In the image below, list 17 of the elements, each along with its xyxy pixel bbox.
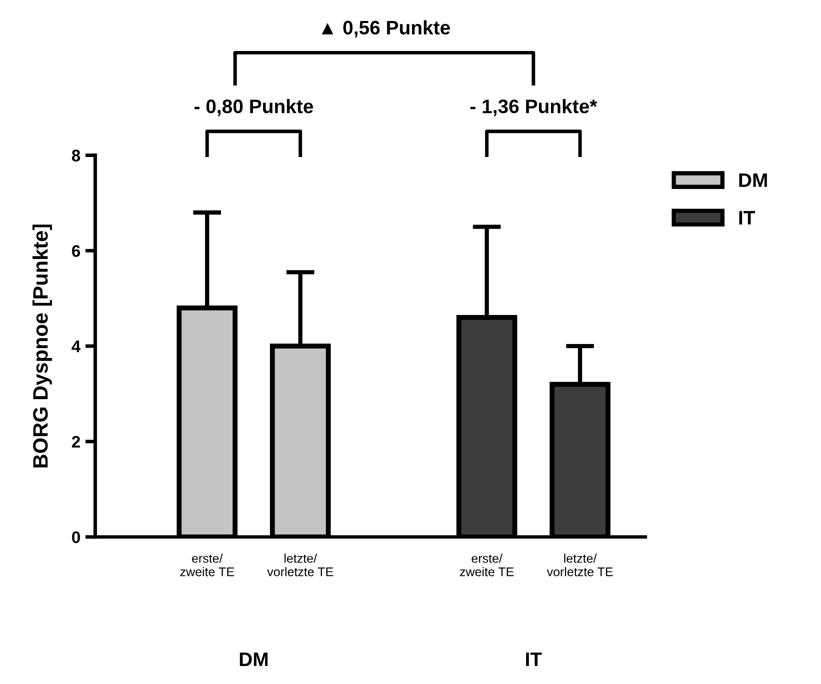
text: - 0,80 Punkte	[194, 98, 314, 116]
text: ▲ 0,56 Punkte	[322, 20, 450, 38]
text: IT	[526, 652, 542, 666]
legend-label: IT	[739, 211, 756, 224]
x-tick-label: letzte/ vorletzte TE	[267, 554, 334, 576]
y-axis-title: BORG Dyspnoe [Punkte]	[32, 224, 52, 468]
text: DM	[240, 652, 268, 666]
y-tick-label: 2	[72, 436, 80, 448]
text: - 1,36 Punkte*	[470, 98, 598, 116]
x-tick-label: letzte/ vorletzte TE	[546, 554, 613, 576]
y-tick-label: 4	[72, 340, 81, 352]
y-tick-label: 6	[72, 245, 80, 257]
y-tick-label: 8	[72, 150, 80, 162]
x-tick-label: erste/ zweite TE	[460, 554, 514, 576]
legend-label: DM	[739, 173, 767, 187]
y-tick-label: 0	[72, 531, 80, 544]
x-tick-label: erste/ zweite TE	[180, 554, 234, 576]
